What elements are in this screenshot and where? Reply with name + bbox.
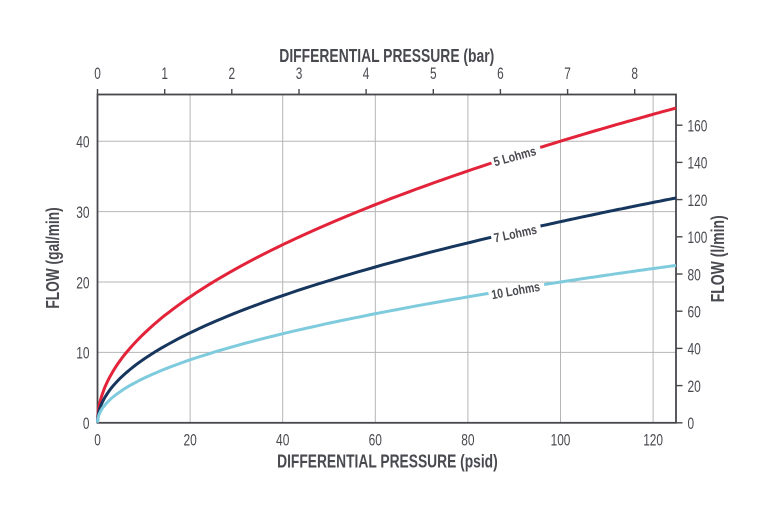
svg-text:60: 60	[369, 430, 382, 449]
svg-text:30: 30	[76, 203, 89, 222]
svg-text:0: 0	[94, 64, 101, 83]
svg-text:20: 20	[688, 377, 701, 396]
svg-text:20: 20	[183, 430, 196, 449]
svg-text:160: 160	[688, 117, 708, 136]
svg-text:0: 0	[94, 430, 101, 449]
svg-text:3: 3	[296, 64, 303, 83]
svg-text:2: 2	[229, 64, 236, 83]
svg-text:DIFFERENTIAL PRESSURE (bar): DIFFERENTIAL PRESSURE (bar)	[279, 46, 494, 66]
svg-text:120: 120	[643, 430, 663, 449]
svg-text:5 Lohms: 5 Lohms	[492, 143, 538, 169]
svg-text:80: 80	[461, 430, 474, 449]
svg-text:1: 1	[161, 64, 168, 83]
svg-text:DIFFERENTIAL PRESSURE (psid): DIFFERENTIAL PRESSURE (psid)	[277, 451, 498, 471]
svg-text:0: 0	[83, 414, 90, 433]
svg-text:60: 60	[688, 303, 701, 322]
svg-text:140: 140	[688, 154, 708, 173]
svg-text:40: 40	[76, 133, 89, 152]
svg-text:0: 0	[688, 414, 695, 433]
svg-text:10: 10	[76, 344, 89, 363]
svg-text:20: 20	[76, 273, 89, 292]
svg-text:FLOW (gal/min): FLOW (gal/min)	[43, 207, 63, 308]
svg-text:80: 80	[688, 265, 701, 284]
svg-text:100: 100	[551, 430, 571, 449]
svg-text:100: 100	[688, 228, 708, 247]
svg-text:40: 40	[688, 340, 701, 359]
svg-text:6: 6	[497, 64, 504, 83]
svg-text:40: 40	[276, 430, 289, 449]
svg-text:8: 8	[631, 64, 638, 83]
svg-text:4: 4	[363, 64, 370, 83]
svg-text:FLOW (l/min): FLOW (l/min)	[708, 215, 728, 302]
svg-text:5: 5	[430, 64, 437, 83]
svg-text:7: 7	[564, 64, 571, 83]
svg-text:120: 120	[688, 191, 708, 210]
svg-text:7 Lohms: 7 Lohms	[493, 222, 539, 246]
